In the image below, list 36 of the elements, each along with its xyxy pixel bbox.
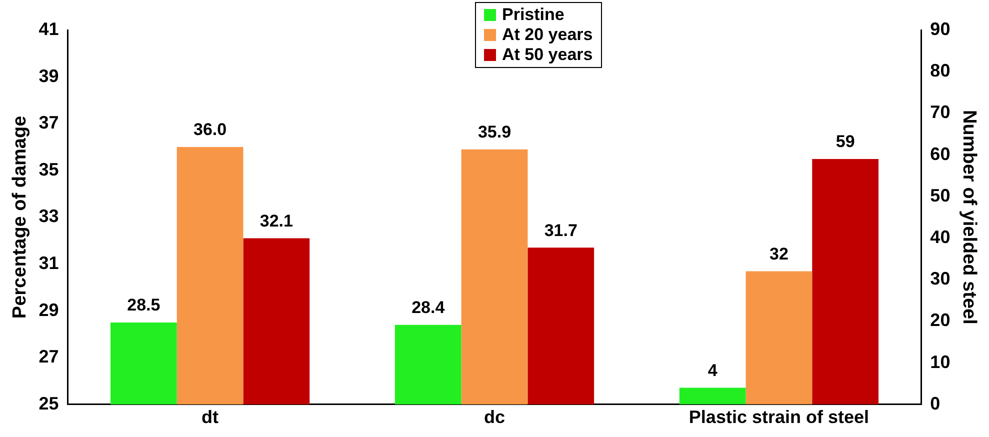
legend-label: At 50 years xyxy=(502,45,593,65)
y2-tick-label: 70 xyxy=(930,102,950,122)
y-tick-label: 37 xyxy=(38,112,59,133)
y-axis-title: Percentage of damage xyxy=(10,116,31,319)
y2-axis-title: Number of yielded steel xyxy=(958,110,980,324)
y-tick-label: 41 xyxy=(38,18,59,39)
y-tick-label: 27 xyxy=(38,346,59,367)
y2-tick-label: 30 xyxy=(930,268,950,289)
data-label: 36.0 xyxy=(194,120,227,140)
x-tick-label: dc xyxy=(484,407,506,428)
data-label: 28.5 xyxy=(127,296,160,315)
data-label: 28.4 xyxy=(412,298,446,318)
y-tick-label: 35 xyxy=(38,159,59,180)
data-label: 31.7 xyxy=(544,220,578,240)
x-tick-label: dt xyxy=(202,407,219,428)
legend-label: Pristine xyxy=(502,5,564,25)
data-label: 4 xyxy=(708,360,718,380)
y-tick-label: 31 xyxy=(38,252,59,273)
y-tick-label: 29 xyxy=(38,300,59,320)
data-label: 32 xyxy=(769,244,788,264)
y2-tick-label: 60 xyxy=(930,144,950,164)
data-label: 35.9 xyxy=(478,122,512,142)
legend-label: At 20 years xyxy=(502,25,593,45)
y-tick-label: 33 xyxy=(38,206,59,226)
y2-tick-label: 80 xyxy=(930,60,950,81)
x-tick-label: Plastic strain of steel xyxy=(688,407,869,428)
y2-tick-label: 0 xyxy=(930,393,940,414)
y2-tick-label: 50 xyxy=(930,185,950,206)
data-label: 32.1 xyxy=(260,211,293,230)
y2-tick-label: 20 xyxy=(930,310,950,330)
y2-tick-label: 90 xyxy=(930,18,950,39)
data-label: 59 xyxy=(836,132,855,152)
y2-tick-label: 40 xyxy=(930,226,950,247)
y-tick-label: 39 xyxy=(38,66,59,86)
y-tick-label: 25 xyxy=(38,393,59,414)
y2-tick-label: 10 xyxy=(930,352,950,372)
